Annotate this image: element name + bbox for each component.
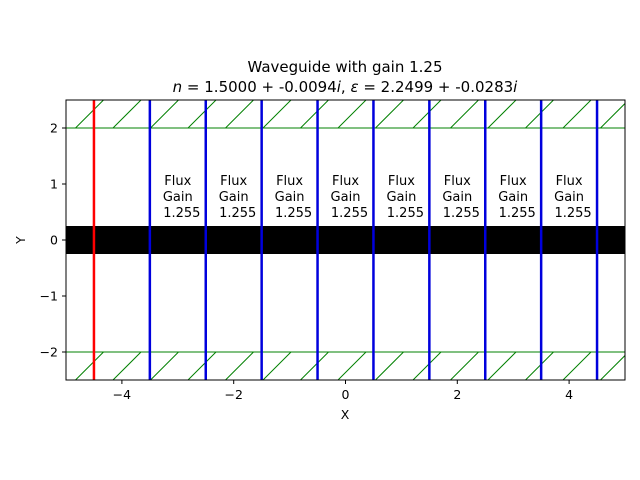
subtitle-eps-symbol: ε [350,78,358,96]
pml-hatch-line [412,100,442,129]
pml-hatch-line [1,352,29,380]
annotation-line: 1.255 [499,206,536,221]
pml-hatch-line [225,100,254,129]
pml-hatch-line [487,100,517,129]
annotation-line: 1.255 [219,206,256,221]
pml-hatch-line [262,351,292,380]
pml-hatch-line [337,100,367,129]
annotation-line: Flux [444,174,471,189]
x-tick-label: −2 [224,387,242,402]
pml-hatch-line [600,354,625,380]
pml-hatch-line [525,351,554,380]
x-tick-label: 2 [453,387,461,402]
pml-hatch-line [262,100,292,129]
pml-hatch-line [600,102,625,129]
annotation-line: Gain [498,190,528,205]
annotation-line: 1.255 [331,206,368,221]
subtitle-eps-imag: i [513,78,518,96]
pml-hatch-line [75,351,104,380]
pml-hatch-line [187,100,217,129]
pml-hatch-line [300,351,329,380]
subtitle-n-value: = 1.5000 + -0.0094 [182,78,337,96]
chart-subtitle: n = 1.5000 + -0.0094i, ε = 2.2499 + -0.0… [173,78,519,96]
x-tick-label: −4 [113,387,131,402]
pml-hatch-line [1,100,29,128]
pml-hatch-line [150,100,179,129]
annotation-line: Gain [163,190,193,205]
x-tick-label: 4 [565,387,573,402]
pml-hatch-line [525,100,554,129]
annotation-line: 1.255 [387,206,424,221]
pml-hatch-line [337,351,367,380]
y-tick-label: 2 [50,121,58,136]
annotation-line: Gain [331,190,361,205]
pml-hatch-line [375,100,404,129]
annotation-line: 1.255 [443,206,480,221]
annotation-line: Flux [276,174,303,189]
pml-hatch-line [375,351,404,380]
annotation-line: Gain [386,190,416,205]
annotation-line: 1.255 [554,206,591,221]
pml-hatch-line [562,351,592,380]
x-axis-label: X [341,407,350,422]
annotation-line: Flux [164,174,191,189]
annotations: FluxGain1.255FluxGain1.255FluxGain1.255F… [163,174,592,221]
pml-hatch-line [412,351,442,380]
axis-ticks: −4 −2 0 2 4 −2 −1 0 1 2 [40,121,574,403]
annotation-line: Flux [388,174,415,189]
y-tick-label: 0 [50,233,58,248]
annotation-line: Gain [554,190,584,205]
subtitle-n-symbol: n [173,78,183,96]
chart-title: Waveguide with gain 1.25 [247,58,442,76]
annotation-line: 1.255 [163,206,200,221]
annotation-line: Gain [275,190,305,205]
y-tick-label: −1 [40,289,58,304]
pml-hatch-line [225,351,254,380]
y-tick-label: −2 [40,345,58,360]
pml-hatch-line [450,351,479,380]
pml-region-0 [1,100,625,129]
plot-area [1,100,625,380]
annotation-line: Flux [500,174,527,189]
subtitle-n-imag: i [337,78,342,96]
y-axis-label: Y [13,236,28,245]
annotation-line: Gain [219,190,249,205]
annotation-line: 1.255 [275,206,312,221]
annotation-line: Flux [556,174,583,189]
annotation-line: Flux [332,174,359,189]
pml-hatch-line [487,351,517,380]
pml-hatch-line [75,100,104,129]
annotation-line: Flux [220,174,247,189]
pml-hatch-line [300,100,329,129]
pml-hatch-line [187,351,217,380]
x-tick-label: 0 [342,387,350,402]
subtitle-separator: , [341,78,351,96]
pml-hatch-line [150,351,179,380]
pml-hatch-line [112,351,142,380]
pml-region-1 [1,351,625,380]
y-tick-label: 1 [50,177,58,192]
pml-hatch-line [112,100,142,129]
pml-hatch-line [450,100,479,129]
subtitle-eps-value: = 2.2499 + -0.0283 [359,78,514,96]
pml-hatch-line [562,100,592,129]
pml-boundary [66,351,625,380]
pml-boundary [66,100,625,129]
waveguide-core [66,226,625,254]
annotation-line: Gain [442,190,472,205]
